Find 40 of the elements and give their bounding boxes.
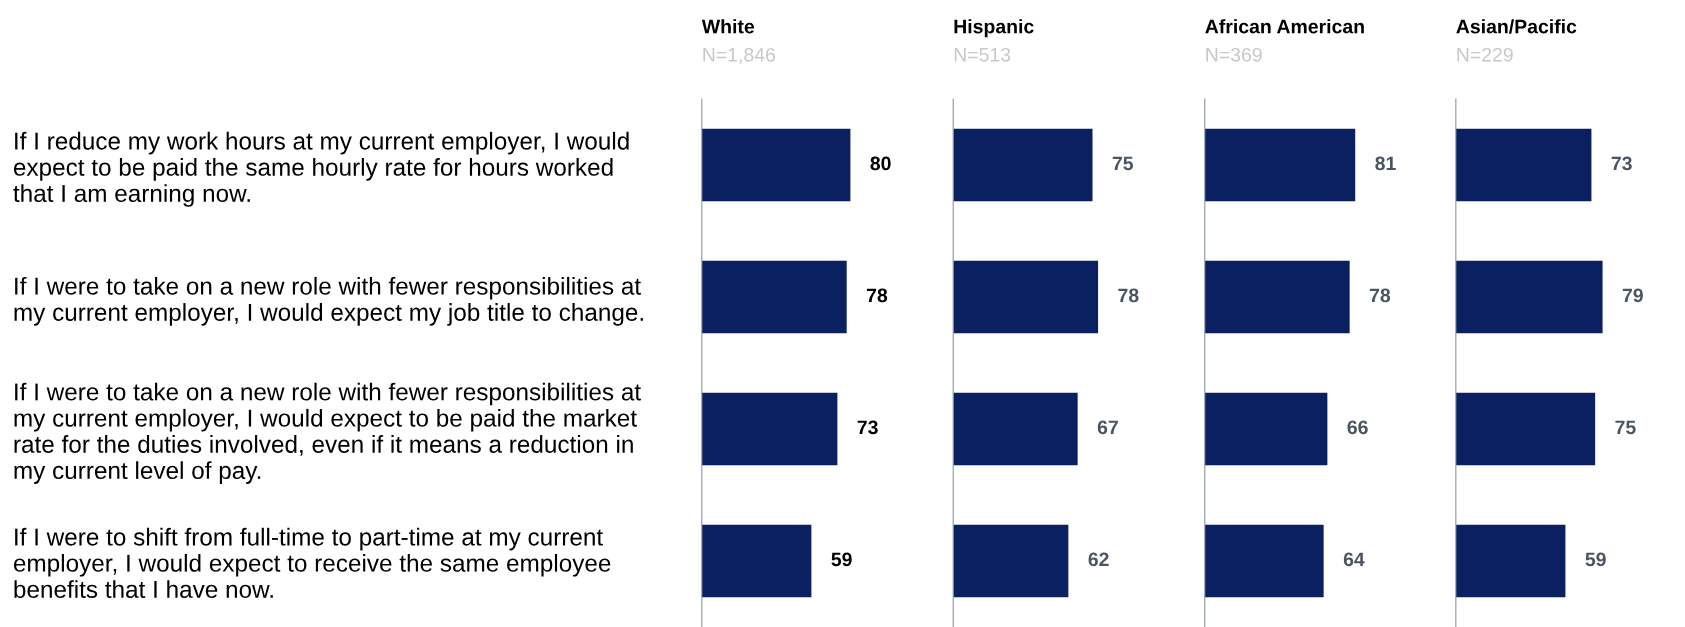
data-label: 79 (1622, 288, 1643, 303)
chart-title: Asian/Pacific (1456, 19, 1577, 34)
bar (953, 392, 1078, 466)
data-label: 73 (857, 420, 878, 435)
bar (1455, 260, 1603, 334)
bar (701, 128, 851, 202)
chart-title: Hispanic (954, 19, 1034, 38)
data-label: 78 (1118, 288, 1139, 303)
data-label: 78 (866, 288, 888, 303)
bar (701, 524, 812, 598)
bar (953, 128, 1093, 202)
bar (1204, 260, 1350, 334)
data-label: 78 (1369, 288, 1391, 303)
bar (953, 524, 1069, 598)
chart-title: White (701, 19, 755, 34)
data-label: 67 (1097, 420, 1118, 435)
data-label: 81 (1375, 156, 1396, 171)
data-label: 75 (1615, 420, 1636, 435)
data-label: 73 (1611, 156, 1632, 171)
data-label: 80 (870, 156, 891, 171)
bar (1455, 128, 1592, 202)
data-label: 59 (1585, 552, 1606, 567)
bar (701, 260, 847, 334)
bar (1204, 524, 1324, 598)
y-tick-label: If I were to take on a new role with fewer responsibilities at my current employer, I would expect to be paid the market rate for the duties involved, even if it means a reduction in my current level of pay. (14, 382, 641, 484)
y-tick-label: If I reduce my work hours at my current employer, I would expect to be paid the same hourly rate for hours worked that I am earning now. (13, 131, 629, 207)
data-label: 64 (1343, 552, 1365, 567)
bar (701, 392, 838, 466)
bar (1204, 392, 1328, 466)
bar (1455, 392, 1596, 466)
data-label: 62 (1088, 552, 1109, 567)
data-label: 75 (1112, 156, 1134, 171)
data-label: 66 (1347, 420, 1368, 435)
y-tick-label: If I were to take on a new role with fewer responsibilities at my current employer, I would expect my job title to change. (14, 276, 643, 326)
chart-title: African American (1205, 19, 1364, 34)
bar (1455, 524, 1566, 598)
bar (953, 260, 1099, 334)
bar (1204, 128, 1356, 202)
data-label: 59 (831, 552, 852, 567)
y-tick-label: If I were to shift from full-time to part-time at my current employer, I would expect to receive the same employee benefits that I have now. (13, 527, 611, 598)
